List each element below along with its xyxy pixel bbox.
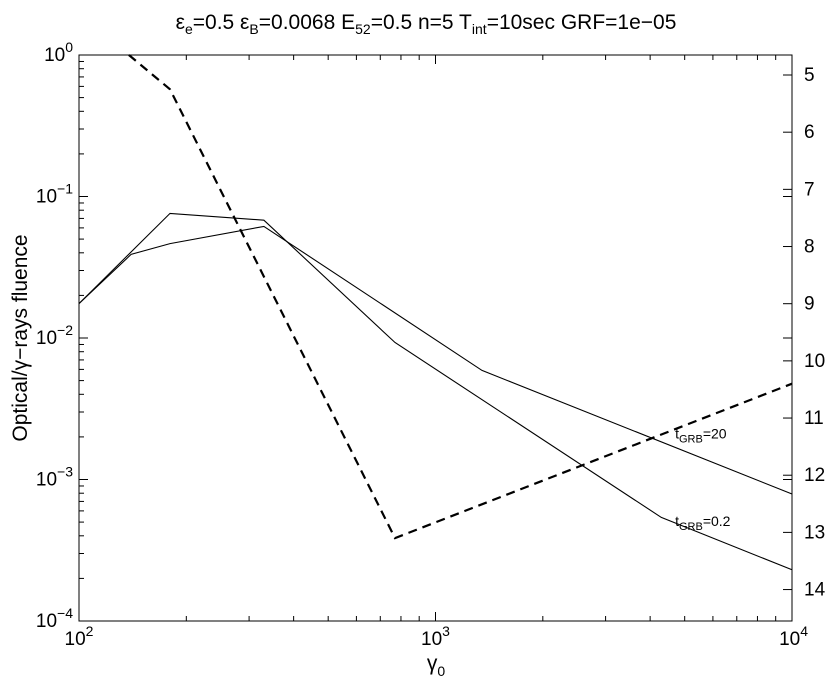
- y-right-tick-label: 5: [804, 65, 815, 86]
- y-right-tick-label: 11: [804, 408, 824, 429]
- series-layer: [78, 54, 793, 571]
- annotation-layer: tGRB=20 tGRB=0.2: [675, 425, 731, 532]
- y-left-tick-label: 10−1: [36, 181, 73, 208]
- series-line-1: [78, 225, 793, 495]
- y-right-tick-label: 13: [804, 522, 825, 543]
- series-annotation: tGRB=0.2: [675, 513, 731, 533]
- x-tick-label: 102: [65, 623, 94, 650]
- y-right-tick-label: 9: [804, 294, 815, 315]
- y-axis-right: 5 6 7 8 9 10 11 12 13 14: [783, 65, 826, 601]
- y-right-tick-label: 10: [804, 351, 825, 372]
- series-annotation: tGRB=20: [675, 425, 727, 445]
- y-right-tick-label: 12: [804, 465, 825, 486]
- y-left-tick-label: 10−2: [36, 322, 73, 349]
- y-right-tick-label: 6: [804, 122, 815, 143]
- x-axis: 102 103 104: [65, 55, 808, 650]
- series-line-3: [128, 54, 793, 540]
- y-right-tick-label: 14: [804, 580, 826, 601]
- y-right-tick-label: 8: [804, 237, 815, 258]
- y-left-tick-label: 10−4: [36, 605, 73, 632]
- plot-frame: [78, 54, 793, 622]
- y-left-tick-label: 100: [44, 39, 73, 66]
- y-right-tick-label: 7: [804, 179, 815, 200]
- y-axis-left: 100 10−1 10−2 10−3 10−4: [36, 39, 792, 632]
- series-line-2: [78, 212, 793, 571]
- x-tick-label: 103: [421, 623, 450, 650]
- x-tick-label: 104: [779, 623, 808, 650]
- chart-title: εe​=0.5 εB​=0.0068 E52​=0.5 n=5 Tint​=10…: [176, 11, 677, 37]
- y-axis-label: Optical/γ−rays fluence: [9, 234, 32, 441]
- y-left-tick-label: 10−3: [36, 464, 73, 491]
- x-axis-label: γ0: [427, 652, 446, 679]
